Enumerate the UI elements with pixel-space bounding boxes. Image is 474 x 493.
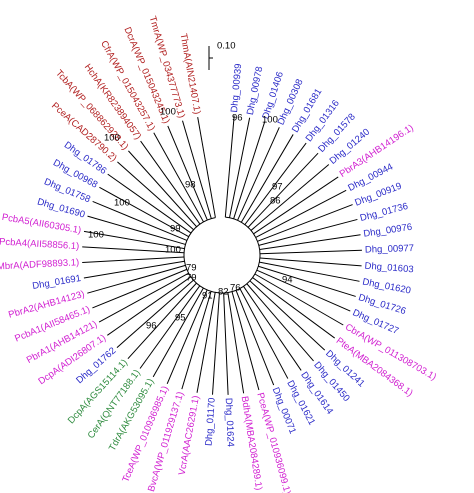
branch: [98, 272, 189, 323]
branch: [259, 257, 362, 267]
branch: [259, 261, 360, 282]
branch: [87, 264, 186, 294]
bootstrap-value: 76: [230, 283, 241, 294]
branch: [87, 215, 186, 245]
branch: [259, 249, 362, 255]
branch: [243, 286, 302, 371]
branch: [82, 246, 185, 254]
bootstrap-value: 97: [272, 182, 283, 193]
bootstrap-value: 82: [218, 287, 229, 298]
branch: [92, 268, 188, 309]
bootstrap-value: 94: [282, 275, 293, 286]
branch: [240, 134, 294, 223]
branch: [116, 279, 194, 348]
branch: [182, 120, 212, 219]
branch: [117, 161, 194, 231]
leaf-label: Dhg_00977: [365, 243, 414, 256]
branch: [227, 292, 245, 394]
branch: [231, 291, 260, 391]
branch: [252, 277, 335, 339]
branch: [107, 173, 192, 234]
bootstrap-value: 98: [185, 180, 196, 191]
branch: [244, 142, 307, 225]
branch: [237, 127, 280, 221]
bootstrap-value: 100: [165, 245, 181, 256]
branch: [224, 115, 235, 218]
bootstrap-value: 86: [270, 196, 281, 207]
bootstrap-value: 100: [160, 107, 176, 118]
branch: [256, 269, 351, 312]
branch: [239, 288, 289, 379]
branch: [250, 164, 330, 231]
branch: [140, 140, 201, 225]
branch: [229, 117, 251, 218]
branch: [128, 150, 197, 228]
leaf-label: PcbA4(AII58856.1): [0, 237, 80, 253]
branch: [196, 292, 216, 393]
branch: [167, 125, 208, 221]
scale-bar-label: 0.10: [217, 41, 236, 52]
branch: [183, 216, 261, 294]
branch: [107, 276, 192, 336]
leaf-label: Dhg_00939: [229, 63, 244, 113]
branch: [257, 204, 353, 242]
leaf-label: Dhg_01620: [361, 276, 411, 296]
bootstrap-value: 96: [232, 113, 243, 124]
bootstrap-value: 99: [170, 224, 181, 235]
branch: [181, 291, 212, 390]
branch: [166, 289, 208, 385]
bootstrap-value: 95: [175, 313, 186, 324]
branch: [152, 287, 204, 378]
bootstrap-value: 96: [146, 321, 157, 332]
branch: [259, 234, 361, 250]
branch: [247, 152, 319, 228]
bootstrap-value: 79: [186, 263, 197, 274]
branch: [235, 290, 275, 386]
branch: [139, 285, 201, 369]
bootstrap-value: 100: [104, 133, 120, 144]
branch: [212, 292, 220, 395]
leaf-label: MbrA(ADF98893.1): [0, 257, 79, 272]
branch: [258, 265, 356, 297]
bootstrap-value: 79: [186, 273, 197, 284]
branch: [223, 292, 229, 395]
branch: [92, 200, 188, 241]
branch: [82, 256, 185, 263]
leaf-label: Dhg_01603: [364, 261, 414, 276]
leaf-label: Dhg_01691: [32, 273, 82, 292]
bootstrap-value: 100: [262, 115, 278, 126]
branch: [197, 117, 216, 218]
branch: [127, 282, 197, 360]
branch: [255, 189, 347, 238]
leaf-label: Dhg_01624: [223, 398, 236, 448]
branch: [99, 186, 189, 238]
branch: [233, 121, 266, 219]
branch: [246, 283, 314, 362]
branch: [83, 230, 185, 250]
branch: [253, 176, 339, 235]
bootstrap-value: 91: [202, 291, 213, 302]
branch: [153, 132, 204, 223]
scale-bar: [208, 46, 213, 70]
branch: [254, 273, 344, 326]
branch: [258, 218, 358, 246]
leaf-label: Dhg_00976: [363, 222, 413, 240]
branch: [83, 260, 185, 279]
bootstrap-value: 100: [114, 198, 130, 209]
branch: [249, 280, 326, 351]
leaf-label: Dhg_01170: [204, 397, 218, 446]
bootstrap-value: 100: [88, 230, 104, 241]
